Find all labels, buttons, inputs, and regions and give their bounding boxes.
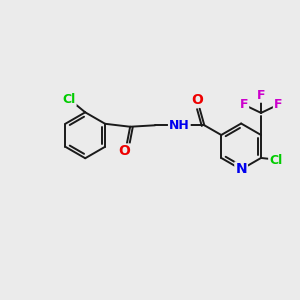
Text: F: F — [257, 89, 265, 102]
Text: F: F — [274, 98, 282, 111]
Text: O: O — [191, 93, 203, 106]
Text: F: F — [240, 98, 248, 111]
Text: NH: NH — [169, 119, 190, 132]
Text: O: O — [118, 145, 130, 158]
Text: Cl: Cl — [62, 93, 76, 106]
Text: Cl: Cl — [269, 154, 282, 167]
Text: N: N — [235, 162, 247, 176]
